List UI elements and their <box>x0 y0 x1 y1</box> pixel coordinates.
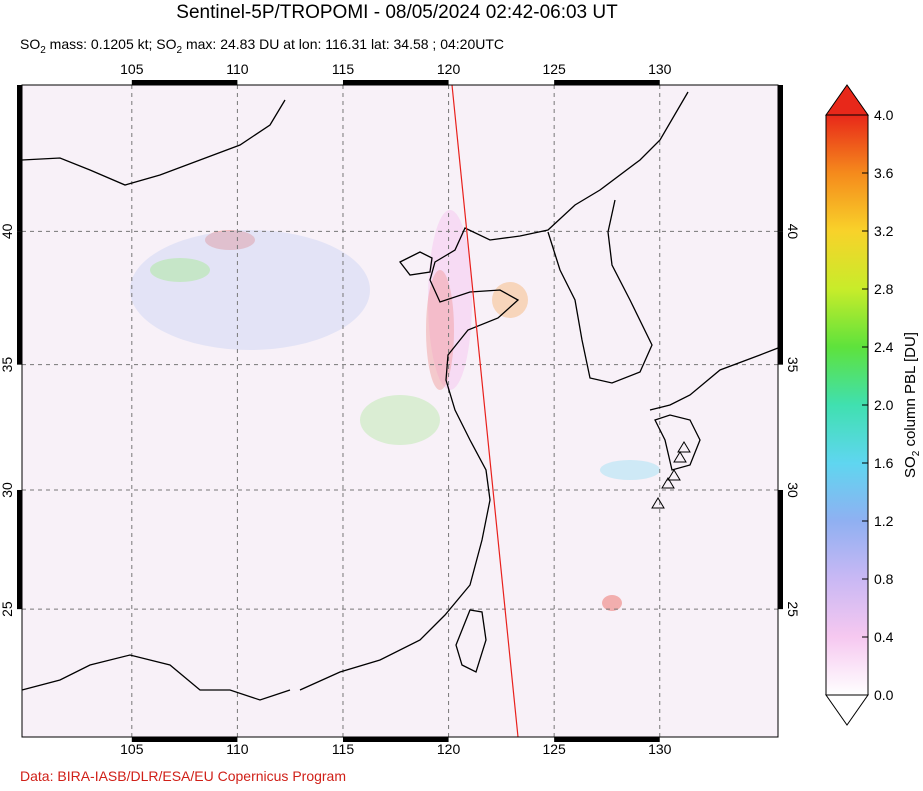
text-part: SO <box>20 36 40 52</box>
axis-band <box>778 489 783 610</box>
axis-band <box>342 80 449 85</box>
colorbar-scale <box>825 114 869 696</box>
text-part: column PBL [DU] <box>902 332 919 451</box>
colorbar-tick-label: 2.0 <box>874 397 894 413</box>
colorbar-tick-label: 1.2 <box>874 513 894 529</box>
coastline <box>455 609 487 673</box>
colorbar-tick-label: 2.8 <box>874 281 894 297</box>
colorbar-tick-label: 0.0 <box>874 687 894 703</box>
x-tick-label: 120 <box>437 741 461 757</box>
orbit-track <box>451 84 519 738</box>
colorbar-tick-label: 2.4 <box>874 339 894 355</box>
x-tick-label: 125 <box>542 61 566 77</box>
y-tick-label: 30 <box>785 482 801 498</box>
x-tick-label: 130 <box>648 741 672 757</box>
credit: Data: BIRA-IASB/DLR/ESA/EU Copernicus Pr… <box>20 768 346 784</box>
x-tick-label: 115 <box>332 741 355 757</box>
colorbar: 0.0 0.4 0.8 1.2 1.6 2.0 2.4 2.8 3.2 3.6 4.0 SO2 col… <box>825 84 922 726</box>
y-tick-label: 30 <box>0 482 15 498</box>
text-part: mass: 0.1205 kt; SO <box>46 36 177 52</box>
map: 105 105 110 110 115 115 120 120 125 125 130 130 25 25… <box>0 61 801 757</box>
axis-band <box>778 85 783 232</box>
x-tick-label: 130 <box>648 61 672 77</box>
subscript: 2 <box>40 45 46 56</box>
axis-band <box>17 231 22 365</box>
colorbar-tick-label: 0.4 <box>874 629 894 645</box>
x-tick-label: 105 <box>120 741 144 757</box>
title: Sentinel-5P/TROPOMI - 08/05/2024 02:42-0… <box>176 2 618 23</box>
colorbar-extend-top <box>825 84 869 116</box>
y-tick-label: 35 <box>0 357 15 373</box>
colorbar-extend-bottom <box>825 694 869 726</box>
axis-band <box>342 737 449 742</box>
axis-band <box>17 489 22 610</box>
volcano-markers <box>651 441 691 509</box>
coastlines <box>21 91 779 701</box>
coastline <box>399 251 433 276</box>
subscript: 2 <box>177 45 183 56</box>
colorbar-tick-label: 4.0 <box>874 107 894 123</box>
coastline <box>21 654 291 701</box>
x-tick-label: 110 <box>226 61 249 77</box>
y-tick-label: 35 <box>785 357 801 373</box>
colorbar-tick-label: 1.6 <box>874 455 894 471</box>
x-tick-label: 105 <box>120 61 144 77</box>
x-tick-label: 110 <box>226 741 249 757</box>
subtitle: SO2 mass: 0.1205 kt; SO2 max: 24.83 DU a… <box>20 36 504 56</box>
coastline <box>649 347 779 471</box>
grid <box>22 85 778 737</box>
x-tick-label: 125 <box>542 741 566 757</box>
y-tick-label: 40 <box>0 223 15 239</box>
axis-band <box>778 231 783 365</box>
x-tick-label: 115 <box>332 61 355 77</box>
axes: 105 105 110 110 115 115 120 120 125 125 130 130 25 25… <box>0 61 801 757</box>
axis-band <box>554 737 660 742</box>
coastline <box>299 91 689 691</box>
axis-band <box>131 80 238 85</box>
colorbar-tick-label: 3.2 <box>874 223 894 239</box>
subscript: 2 <box>911 450 922 456</box>
colorbar-label: SO2 column PBL [DU] <box>902 332 922 478</box>
colorbar-tick-label: 0.8 <box>874 571 894 587</box>
map-background <box>22 85 778 737</box>
y-tick-label: 40 <box>785 224 801 240</box>
x-tick-label: 120 <box>437 61 461 77</box>
colorbar-tick-label: 3.6 <box>874 165 894 181</box>
axis-band <box>554 80 660 85</box>
text-part: SO <box>902 456 919 478</box>
axis-band <box>131 737 238 742</box>
speckle <box>130 210 660 611</box>
axis-band <box>17 85 22 232</box>
coastline <box>547 199 653 384</box>
coastline <box>21 99 286 186</box>
y-tick-label: 25 <box>0 601 15 617</box>
text-part: max: 24.83 DU at lon: 116.31 lat: 34.58 … <box>182 36 504 52</box>
y-tick-label: 25 <box>785 601 801 617</box>
